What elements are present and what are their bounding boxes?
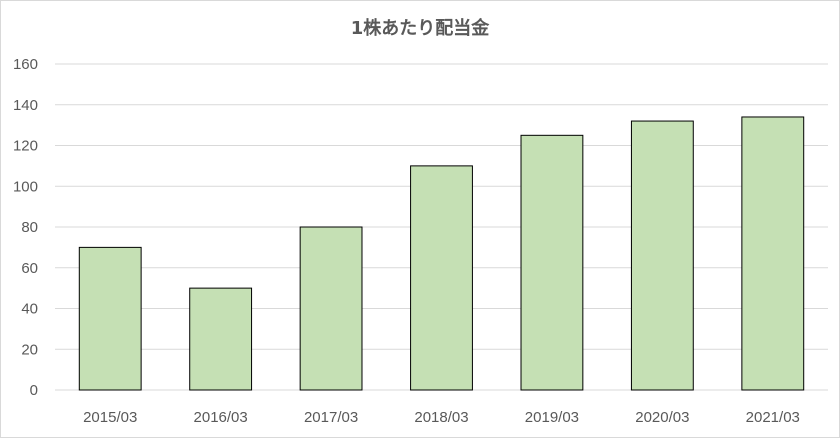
x-tick-label: 2016/03 (194, 409, 248, 426)
x-tick-label: 2017/03 (304, 409, 358, 426)
bar (299, 226, 363, 391)
bar (630, 120, 694, 391)
y-tick-label: 160 (13, 56, 38, 73)
x-tick-label: 2018/03 (414, 409, 468, 426)
x-tick-label: 2021/03 (746, 409, 800, 426)
y-tick-label: 80 (21, 219, 38, 236)
y-tick-label: 140 (13, 97, 38, 114)
y-tick-label: 60 (21, 260, 38, 277)
bar (741, 116, 805, 391)
bar (520, 134, 584, 391)
x-tick-label: 2019/03 (525, 409, 579, 426)
y-tick-label: 120 (13, 138, 38, 155)
bar (189, 287, 253, 391)
bar (410, 165, 473, 391)
y-tick-label: 100 (13, 178, 38, 195)
x-tick-label: 2015/03 (83, 409, 137, 426)
chart-title: 1株あたり配当金 (350, 18, 490, 39)
x-tick-label: 2020/03 (635, 409, 689, 426)
bar (78, 246, 142, 391)
y-tick-label: 40 (21, 301, 38, 318)
y-tick-label: 20 (21, 341, 38, 358)
y-tick-label: 0 (30, 382, 38, 399)
